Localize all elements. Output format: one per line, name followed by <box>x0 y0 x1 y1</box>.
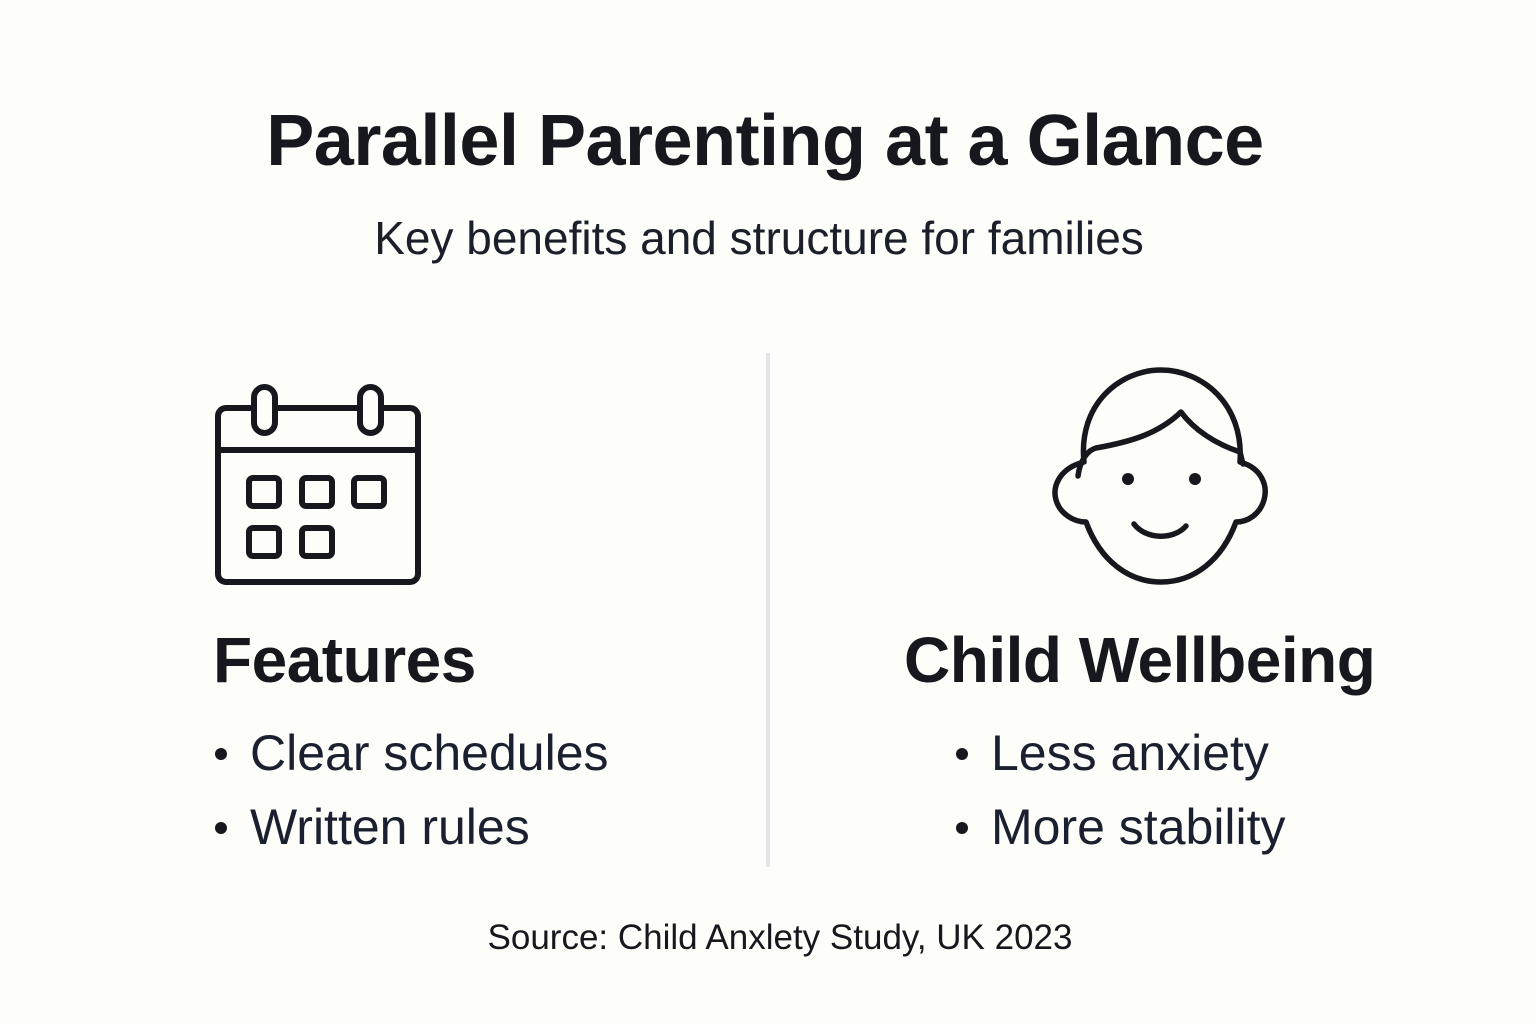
list-item: Written rules <box>213 790 609 864</box>
list-item: More stability <box>954 790 1286 864</box>
features-heading: Features <box>213 624 476 696</box>
list-item-label: Clear schedules <box>250 725 609 781</box>
list-item-label: Less anxiety <box>991 725 1269 781</box>
list-item-label: Written rules <box>250 799 530 855</box>
list-item: Less anxiety <box>954 716 1286 790</box>
page-subtitle: Key benefits and structure for families <box>374 212 1144 264</box>
column-divider <box>766 353 770 867</box>
child-face-icon <box>1050 364 1272 588</box>
bullet-icon <box>956 748 968 760</box>
source-citation: Source: Child Anxlety Study, UK 2023 <box>487 918 1073 957</box>
list-item: Clear schedules <box>213 716 609 790</box>
calendar-icon <box>212 380 424 588</box>
features-list: Clear schedules Written rules <box>213 716 609 864</box>
bullet-icon <box>956 822 968 834</box>
child-wellbeing-heading: Child Wellbeing <box>904 624 1376 696</box>
page-title: Parallel Parenting at a Glance <box>266 101 1264 181</box>
bullet-icon <box>215 822 227 834</box>
wellbeing-list: Less anxiety More stability <box>954 716 1286 864</box>
bullet-icon <box>215 748 227 760</box>
list-item-label: More stability <box>991 799 1286 855</box>
